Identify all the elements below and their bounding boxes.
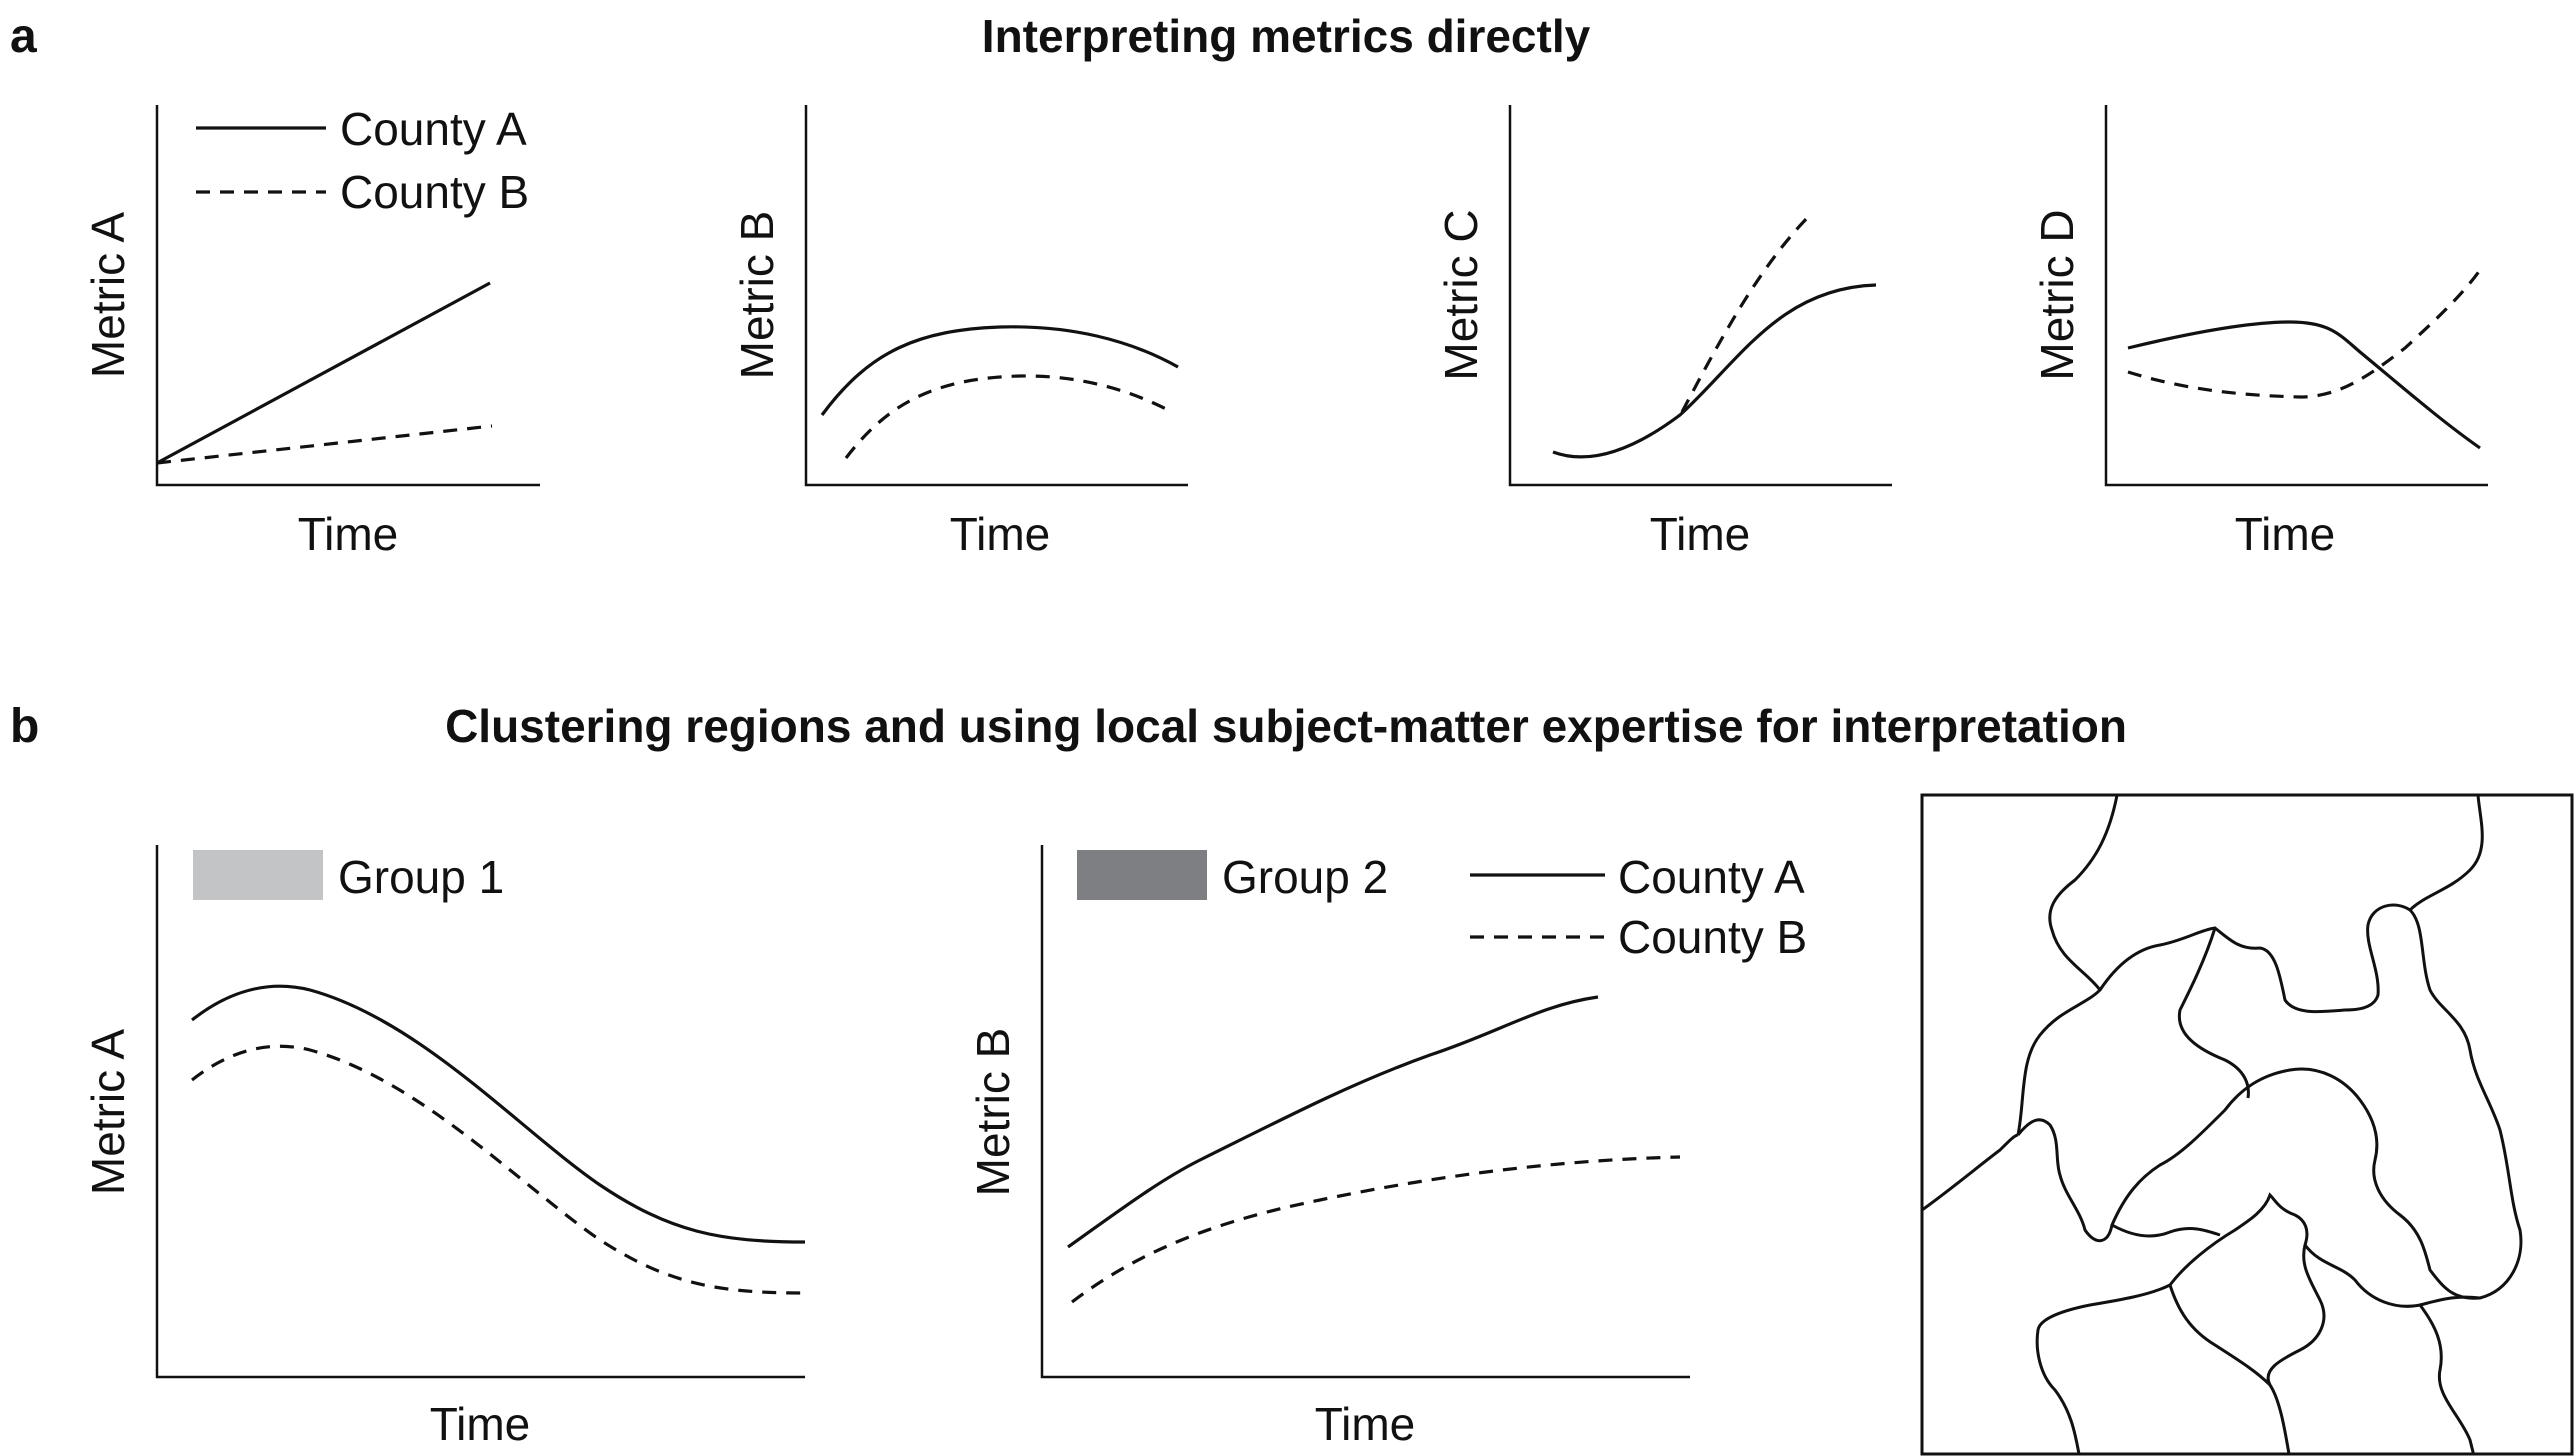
plot-a4-axes <box>2104 105 2488 487</box>
legend-b-county-a-label: County A <box>1618 851 1805 903</box>
map-group-1-border <box>2177 927 2250 1099</box>
plot-metric-c: Metric C Time <box>1435 105 1892 560</box>
legend-b-county-b-label: County B <box>1618 911 1807 963</box>
plot-a2-xlabel: Time <box>950 508 1051 560</box>
plot-a2-county-b-line <box>844 374 1173 459</box>
panel-a-title: Interpreting metrics directly <box>982 10 1591 62</box>
plot-a3-xlabel: Time <box>1650 508 1751 560</box>
plot-a4-xlabel: Time <box>2235 508 2336 560</box>
panel-b-title: Clustering regions and using local subje… <box>445 700 2127 752</box>
plot-metric-a: Metric A Time County A County B <box>82 103 540 560</box>
plot-b1-xlabel: Time <box>430 1398 531 1450</box>
plot-metric-b: Metric B Time <box>731 105 1188 560</box>
plot-metric-d: Metric D Time <box>2031 105 2488 560</box>
plot-a1-ylabel: Metric A <box>82 212 134 378</box>
map-border-middle <box>2303 1244 2481 1308</box>
plot-a2-county-a-line <box>820 325 1179 416</box>
plot-b1-axes <box>155 845 805 1379</box>
legend-county-b-label: County B <box>340 166 529 218</box>
map-group-2-border <box>2168 1284 2272 1387</box>
plot-a4-ylabel: Metric D <box>2031 209 2083 380</box>
panel-b-letter: b <box>10 700 39 753</box>
plot-b2-xlabel: Time <box>1315 1398 1416 1450</box>
map-border-bottom-right <box>2418 1304 2476 1455</box>
plot-a3-county-a-line <box>1552 283 1877 459</box>
plot-a3-axes <box>1508 105 1892 487</box>
plot-a1-county-a-line <box>156 281 491 465</box>
plot-a1-xlabel: Time <box>298 508 399 560</box>
plot-b1-county-a-line <box>191 984 806 1244</box>
map-border-left <box>1922 1133 2019 1212</box>
plot-b2-ylabel: Metric B <box>967 1028 1019 1197</box>
map-border-inner <box>2111 1223 2221 1238</box>
plot-a1-legend: County A County B <box>196 103 529 218</box>
plot-a4-county-b-line <box>2127 269 2482 399</box>
plot-b2-legend: County A County B <box>1470 851 1807 963</box>
map-border-top-right <box>2408 795 2484 912</box>
plot-a2-ylabel: Metric B <box>731 211 783 380</box>
group-1-label: Group 1 <box>338 851 504 903</box>
group-2-label: Group 2 <box>1222 851 1388 903</box>
map-background <box>1922 795 2572 1455</box>
plot-a3-ylabel: Metric C <box>1435 209 1487 380</box>
plot-b2-county-a-line <box>1067 995 1599 1249</box>
map-border-top-left <box>2048 795 2119 991</box>
plot-b2-county-b-line <box>1071 1155 1681 1304</box>
group-2-swatch <box>1077 850 1207 900</box>
group-1-swatch <box>193 850 323 900</box>
map-frame <box>1920 793 2574 1456</box>
plot-a2-axes <box>804 105 1188 487</box>
plot-group-1: Metric A Time Group 1 <box>82 845 806 1450</box>
plot-a1-county-b-line <box>156 424 493 465</box>
plot-b1-ylabel: Metric A <box>82 1029 134 1195</box>
plot-b2-axes <box>1040 845 1690 1379</box>
region-map <box>1920 793 2574 1456</box>
plot-a4-county-a-line <box>2127 320 2481 450</box>
plot-a1-axes <box>155 105 540 487</box>
plot-b1-county-b-line <box>191 1044 806 1295</box>
plot-a3-county-b-line <box>1680 211 1814 413</box>
legend-county-a-label: County A <box>340 103 527 155</box>
plot-group-2: Metric B Time Group 2 County A County B <box>967 845 1807 1450</box>
panel-a-letter: a <box>10 10 37 63</box>
map-group-1-region <box>2016 903 2523 1300</box>
